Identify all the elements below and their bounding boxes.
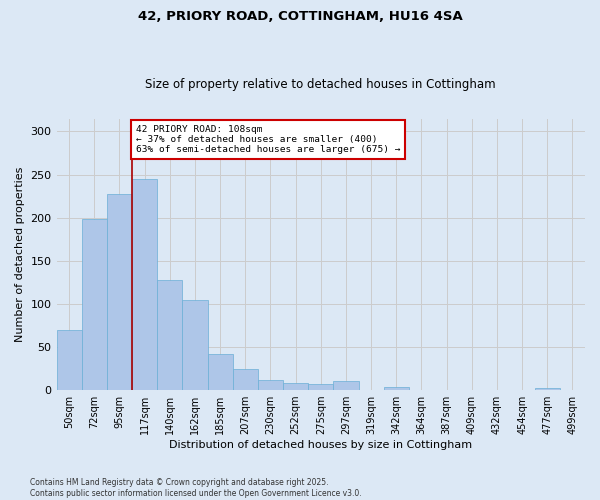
- Bar: [182, 300, 208, 390]
- Bar: [283, 383, 308, 390]
- Bar: [82, 220, 107, 390]
- Bar: [535, 388, 560, 390]
- Bar: [132, 179, 157, 390]
- Bar: [334, 380, 359, 390]
- Bar: [107, 194, 132, 390]
- Bar: [308, 384, 334, 390]
- Bar: [258, 380, 283, 390]
- Y-axis label: Number of detached properties: Number of detached properties: [15, 166, 25, 342]
- X-axis label: Distribution of detached houses by size in Cottingham: Distribution of detached houses by size …: [169, 440, 472, 450]
- Bar: [56, 330, 82, 390]
- Text: 42 PRIORY ROAD: 108sqm
← 37% of detached houses are smaller (400)
63% of semi-de: 42 PRIORY ROAD: 108sqm ← 37% of detached…: [136, 124, 400, 154]
- Bar: [233, 368, 258, 390]
- Bar: [208, 354, 233, 390]
- Text: Contains HM Land Registry data © Crown copyright and database right 2025.
Contai: Contains HM Land Registry data © Crown c…: [30, 478, 362, 498]
- Title: Size of property relative to detached houses in Cottingham: Size of property relative to detached ho…: [145, 78, 496, 91]
- Bar: [383, 388, 409, 390]
- Text: 42, PRIORY ROAD, COTTINGHAM, HU16 4SA: 42, PRIORY ROAD, COTTINGHAM, HU16 4SA: [137, 10, 463, 23]
- Bar: [157, 280, 182, 390]
